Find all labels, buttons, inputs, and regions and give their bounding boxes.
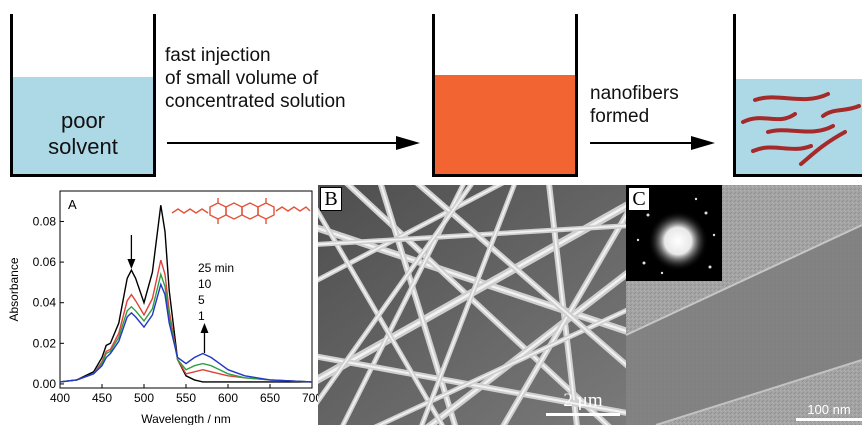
nanofiber-highlight: [318, 185, 501, 281]
nanofiber: [751, 144, 813, 153]
nanofibers-drawing: [741, 92, 861, 166]
nanofiber-highlight: [380, 185, 456, 425]
panel-a-letter: A: [68, 197, 77, 212]
nanofiber-highlight: [318, 185, 472, 403]
step1-text: fast injection of small volume of concen…: [165, 44, 346, 113]
nanofiber: [741, 112, 797, 124]
perylene-structure-icon: [171, 198, 311, 224]
x-tick-label: 550: [176, 391, 196, 405]
beaker-label-line2: solvent: [48, 134, 118, 159]
step1-arrow-shaft: [167, 142, 397, 144]
y-axis-label: Absorbance: [7, 257, 21, 321]
nanofiber-highlight: [417, 185, 626, 366]
nanofiber: [799, 130, 847, 166]
diffraction-pattern-inset: [626, 185, 722, 281]
y-tick-label: 0.04: [33, 296, 57, 310]
nanofiber: [753, 92, 830, 102]
step2-line1: nanofibers: [590, 83, 679, 104]
spectrum-line-1: [59, 259, 313, 383]
y-tick-label: 0.02: [33, 336, 57, 350]
x-tick-label: 500: [134, 391, 154, 405]
beaker-nanofibers: [733, 14, 862, 177]
spectrum-line-0: [59, 205, 312, 383]
spectrum-line-2: [59, 271, 313, 383]
x-tick-label: 650: [260, 391, 280, 405]
step2-arrow-icon: [691, 136, 715, 150]
beaker-label: poor solvent: [13, 108, 153, 160]
y-tick-label: 0.00: [33, 377, 57, 391]
scale-bar-b: 2 μm: [546, 391, 620, 416]
diffraction-spots: [636, 197, 716, 275]
y-tick-label: 0.06: [33, 255, 57, 269]
panel-b-letter: B: [320, 187, 342, 211]
time-label-10: 10: [198, 277, 212, 291]
step1-line1: fast injection: [165, 45, 271, 66]
panel-b-sem-image: B 2 μm: [318, 185, 626, 425]
y-tick-label: 0.08: [33, 214, 57, 228]
nanofiber: [766, 124, 835, 134]
panel-a: 400 450 500 550 600 650 700 0.00 0.02 0.04 0.06 0.0…: [0, 185, 318, 425]
up-arrow-head-icon: [200, 323, 209, 333]
fiber-body: [626, 225, 862, 425]
scale-bar-c: 100 nm: [796, 403, 862, 421]
nanofiber-highlight: [318, 355, 626, 414]
panel-c-letter: C: [628, 187, 650, 211]
down-arrow-head-icon: [127, 259, 136, 269]
x-tick-label: 450: [92, 391, 112, 405]
step2-arrow-shaft: [590, 142, 692, 144]
absorbance-chart: 400 450 500 550 600 650 700 0.00 0.02 0.04 0.06 0.0…: [7, 190, 318, 425]
x-tick-label: 700: [302, 391, 318, 405]
nanofiber-highlight: [318, 204, 626, 381]
spectrum-line-3: [59, 282, 313, 383]
nanofiber-highlight: [429, 272, 626, 425]
step1-line2: of small volume of: [165, 68, 319, 89]
x-tick-label: 600: [218, 391, 238, 405]
time-label-25: 25 min: [198, 261, 235, 275]
concentrated-solution-liquid: [435, 75, 575, 174]
x-tick-label: 400: [50, 391, 70, 405]
time-labels: 25 min 10 5 1: [198, 260, 234, 324]
nanofiber: [821, 104, 861, 118]
x-axis-label: Wavelength / nm: [141, 412, 231, 425]
scale-bar-b-label: 2 μm: [563, 390, 603, 411]
step2-text: nanofibers formed: [590, 82, 679, 128]
beaker-label-line1: poor: [60, 108, 106, 133]
sem-nanofibers: [318, 185, 626, 425]
scale-bar-c-label: 100 nm: [807, 402, 851, 417]
process-schematic: poor solvent fast injection of small vol…: [0, 0, 862, 185]
nanofiber-highlight: [377, 309, 626, 425]
poor-solvent-liquid: [13, 77, 153, 174]
beaker-poor-solvent: poor solvent: [10, 14, 156, 177]
time-label-5: 5: [198, 293, 205, 307]
panel-c-tem-image: C 100 nm: [626, 185, 862, 425]
step1-arrow-icon: [396, 136, 420, 150]
nanofiber-suspension: [736, 79, 862, 174]
step2-line2: formed: [590, 106, 650, 127]
nanofiber-highlight: [420, 185, 516, 425]
step1-line3: concentrated solution: [165, 91, 346, 112]
beaker-concentrated-solution: [432, 14, 578, 177]
time-label-1: 1: [198, 309, 205, 323]
nanofiber-highlight: [548, 185, 578, 425]
